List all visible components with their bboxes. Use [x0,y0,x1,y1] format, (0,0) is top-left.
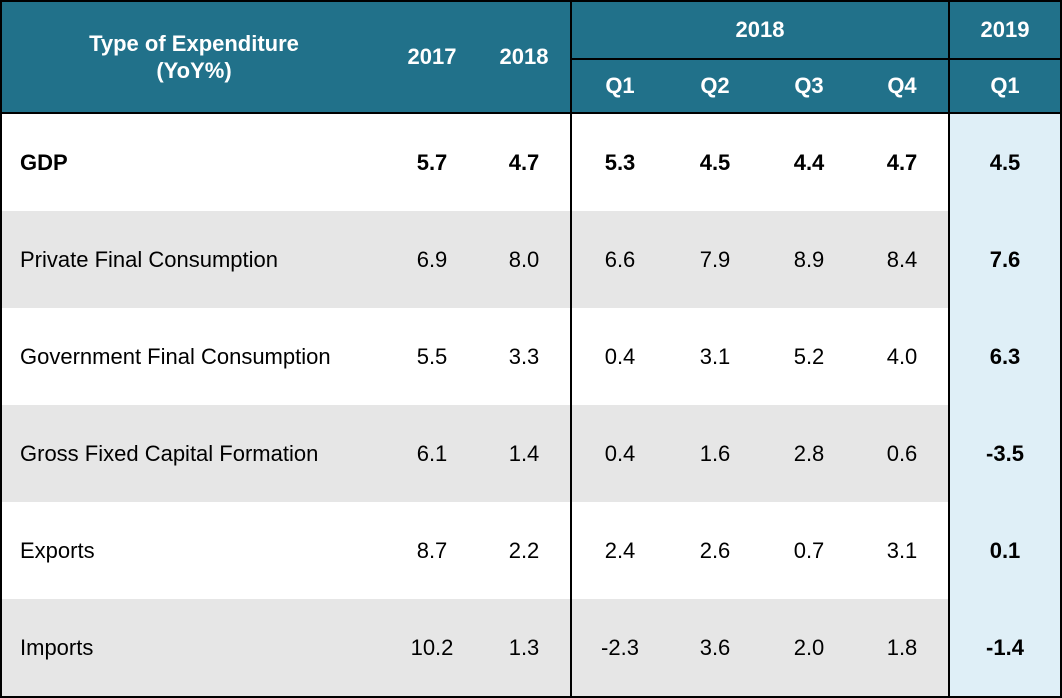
header-q3-2018-label: Q3 [794,73,824,99]
cell-q1-2019: -3.5 [986,440,1024,466]
row-bg-2 [2,211,948,308]
header-q4-2018-label: Q4 [887,73,917,99]
cell-q1-2019: 6.3 [989,343,1021,369]
cell-q3-2018: 2.8 [793,440,825,466]
cell-q3-2018: 2.0 [793,634,825,660]
cell-2017: 6.9 [416,246,448,272]
header-group-2019-label: 2019 [980,17,1030,43]
header-q2-2018-label: Q2 [700,73,730,99]
cell-q1-2019: 4.5 [989,149,1021,175]
header-2018-label: 2018 [499,44,549,70]
header-q1-2018: Q1 [572,60,668,112]
row-label: Imports [20,634,94,660]
cell-q3-2018: 8.9 [793,246,825,272]
cell-2018: 1.4 [508,440,540,466]
cell-q3-2018: 5.2 [793,343,825,369]
cell-2018: 3.3 [508,343,540,369]
cell-2017: 6.1 [416,440,448,466]
cell-2017: 10.2 [410,634,454,660]
row-label: Government Final Consumption [20,343,331,369]
cell-q1-2018: 6.6 [604,246,636,272]
divider-annual-quarterly [570,2,572,696]
cell-2018: 1.3 [508,634,540,660]
row-label: Private Final Consumption [20,246,279,272]
header-group-divider [572,58,1060,60]
header-group-2019: 2019 [950,2,1060,58]
row-label: Gross Fixed Capital Formation [20,440,319,466]
header-type-sublabel: (YoY%) [156,58,232,83]
cell-q1-2018: 2.4 [604,537,636,563]
header-2017-label: 2017 [407,44,457,70]
cell-q1-2019: 7.6 [989,246,1021,272]
row-bg-6 [2,599,948,696]
cell-q2-2018: 3.6 [699,634,731,660]
cell-q2-2018: 7.9 [699,246,731,272]
divider-2018-2019 [948,2,950,696]
cell-q1-2019: -1.4 [986,634,1024,660]
header-q1-2019: Q1 [950,60,1060,112]
cell-q2-2018: 4.5 [699,149,731,175]
header-2017: 2017 [386,2,478,112]
cell-2018: 2.2 [508,537,540,563]
cell-q4-2018: 4.0 [886,343,918,369]
cell-q2-2018: 1.6 [699,440,731,466]
cell-q4-2018: 0.6 [886,440,918,466]
cell-q1-2019: 0.1 [989,537,1021,563]
cell-q1-2018: 0.4 [604,343,636,369]
row-label: GDP [20,149,68,175]
cell-2018: 4.7 [508,149,540,175]
cell-2017: 5.5 [416,343,448,369]
header-group-2018: 2018 [572,2,948,58]
header-type-label: Type of Expenditure [89,30,299,56]
cell-q4-2018: 4.7 [886,149,918,175]
header-bottom-border [2,112,1060,114]
cell-q3-2018: 0.7 [793,537,825,563]
cell-q3-2018: 4.4 [793,149,825,175]
cell-q2-2018: 3.1 [699,343,731,369]
cell-2017: 8.7 [416,537,448,563]
header-q3-2018: Q3 [762,60,856,112]
header-group-2018-label: 2018 [735,17,785,43]
row-label: Exports [20,537,95,563]
header-q2-2018: Q2 [668,60,762,112]
cell-q4-2018: 8.4 [886,246,918,272]
header-q1-2019-label: Q1 [990,73,1020,99]
header-type-of-expenditure: Type of Expenditure (YoY%) [2,2,386,112]
cell-q4-2018: 3.1 [886,537,918,563]
highlight-column-2019-q1 [950,114,1060,696]
cell-q4-2018: 1.8 [886,634,918,660]
cell-2017: 5.7 [416,149,448,175]
cell-2018: 8.0 [508,246,540,272]
cell-q1-2018: 5.3 [604,149,636,175]
cell-q1-2018: 0.4 [604,440,636,466]
header-2018: 2018 [478,2,570,112]
cell-q1-2018: -2.3 [601,634,639,660]
row-bg-4 [2,405,948,502]
header-q4-2018: Q4 [856,60,948,112]
cell-q2-2018: 2.6 [699,537,731,563]
header-q1-2018-label: Q1 [605,73,635,99]
